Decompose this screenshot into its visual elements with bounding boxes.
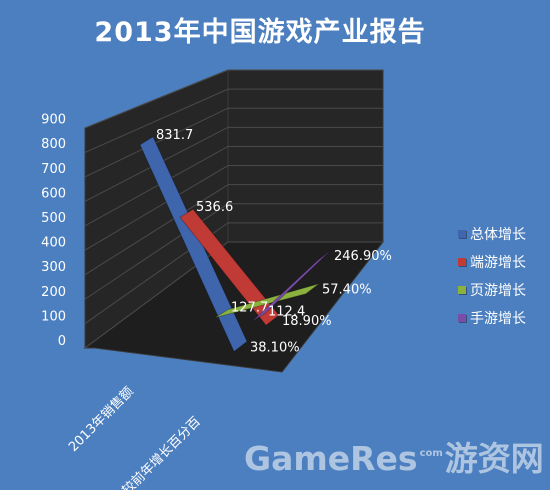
x-category-label: 较前年增长百分百	[119, 414, 204, 490]
data-label: 536.6	[196, 200, 233, 215]
legend-item: 端游增长	[458, 248, 550, 276]
legend-swatch	[458, 286, 466, 294]
y-tick-label: 100	[41, 309, 66, 324]
legend-label: 总体增长	[470, 227, 526, 243]
data-label: 127.7	[231, 301, 268, 316]
legend: 总体增长端游增长页游增长手游增长	[458, 220, 550, 332]
gridline	[84, 146, 229, 227]
legend-swatch	[458, 314, 466, 322]
y-tick-label: 200	[41, 285, 66, 300]
data-label: 57.40%	[322, 283, 372, 298]
y-tick-label: 900	[41, 113, 66, 128]
y-tick-label: 0	[58, 334, 66, 349]
y-tick-label: 400	[41, 236, 66, 251]
watermark-site: 游资网	[444, 439, 544, 478]
data-label: 246.90%	[334, 249, 392, 264]
series-ribbon	[179, 208, 280, 326]
gridline	[84, 69, 229, 129]
legend-item: 手游增长	[458, 304, 550, 332]
y-tick-label: 700	[41, 162, 66, 177]
gridline	[84, 184, 229, 276]
y-tick-label: 500	[41, 211, 66, 226]
series-ribbon	[251, 249, 332, 322]
chart-title: 2013年中国游戏产业报告	[94, 17, 426, 48]
data-label: 112.4	[268, 304, 305, 319]
legend-item: 总体增长	[458, 220, 550, 248]
gridline	[84, 88, 229, 153]
watermark: GameRes com游资网	[244, 432, 544, 478]
data-label: 18.90%	[282, 314, 332, 329]
legend-swatch	[458, 258, 466, 266]
gridline	[84, 203, 229, 300]
legend-label: 页游增长	[470, 283, 526, 299]
data-label: 831.7	[156, 128, 193, 143]
data-label: 38.10%	[250, 340, 300, 355]
watermark-brand: GameRes	[244, 439, 418, 478]
legend-label: 端游增长	[470, 255, 526, 271]
legend-swatch	[458, 230, 466, 238]
watermark-domain: com	[419, 448, 443, 459]
gridline	[84, 165, 229, 251]
y-tick-label: 300	[41, 260, 66, 275]
gridline	[84, 107, 229, 178]
y-tick-label: 800	[41, 137, 66, 152]
x-category-label: 2013年销售额	[65, 384, 136, 455]
series-ribbon	[139, 136, 248, 353]
y-tick-label: 600	[41, 186, 66, 201]
back-wall	[227, 69, 384, 243]
legend-item: 页游增长	[458, 276, 550, 304]
legend-label: 手游增长	[470, 311, 526, 327]
